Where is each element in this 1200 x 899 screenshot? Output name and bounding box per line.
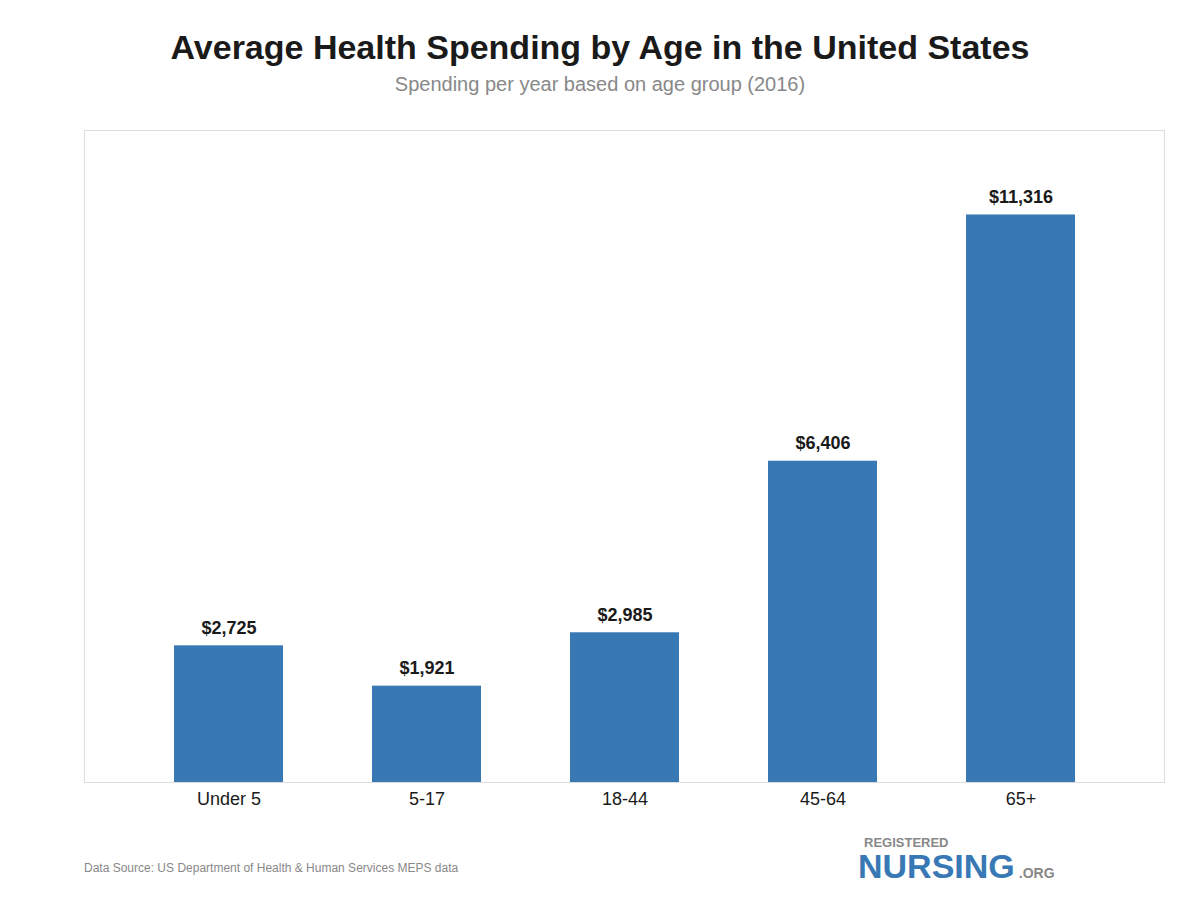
svg-text:$11,316: $11,316	[989, 187, 1053, 207]
svg-text:5-17: 5-17	[409, 789, 445, 809]
html-text:Data Source: US Department of: Data Source: US Department of Health & H…	[84, 861, 459, 875]
html-text:Average Health Spending by Age: Average Health Spending by Age in the Un…	[170, 28, 1030, 66]
svg-text:Under 5: Under 5	[197, 789, 261, 809]
svg-text:$6,406: $6,406	[795, 433, 850, 453]
html-text:NURSING: NURSING	[858, 847, 1015, 885]
svg-text:$2,985: $2,985	[597, 605, 652, 625]
svg-text:18-44: 18-44	[602, 789, 648, 809]
html-text:Spending per year based on age: Spending per year based on age group (20…	[394, 73, 806, 95]
svg-text:$1,921: $1,921	[399, 658, 454, 678]
svg-text:45-64: 45-64	[800, 789, 846, 809]
html-text:REGISTERED: REGISTERED	[864, 835, 949, 850]
html-text:.ORG: .ORG	[1018, 865, 1055, 881]
svg-text:65+: 65+	[1006, 789, 1037, 809]
svg-text:$2,725: $2,725	[201, 618, 256, 638]
